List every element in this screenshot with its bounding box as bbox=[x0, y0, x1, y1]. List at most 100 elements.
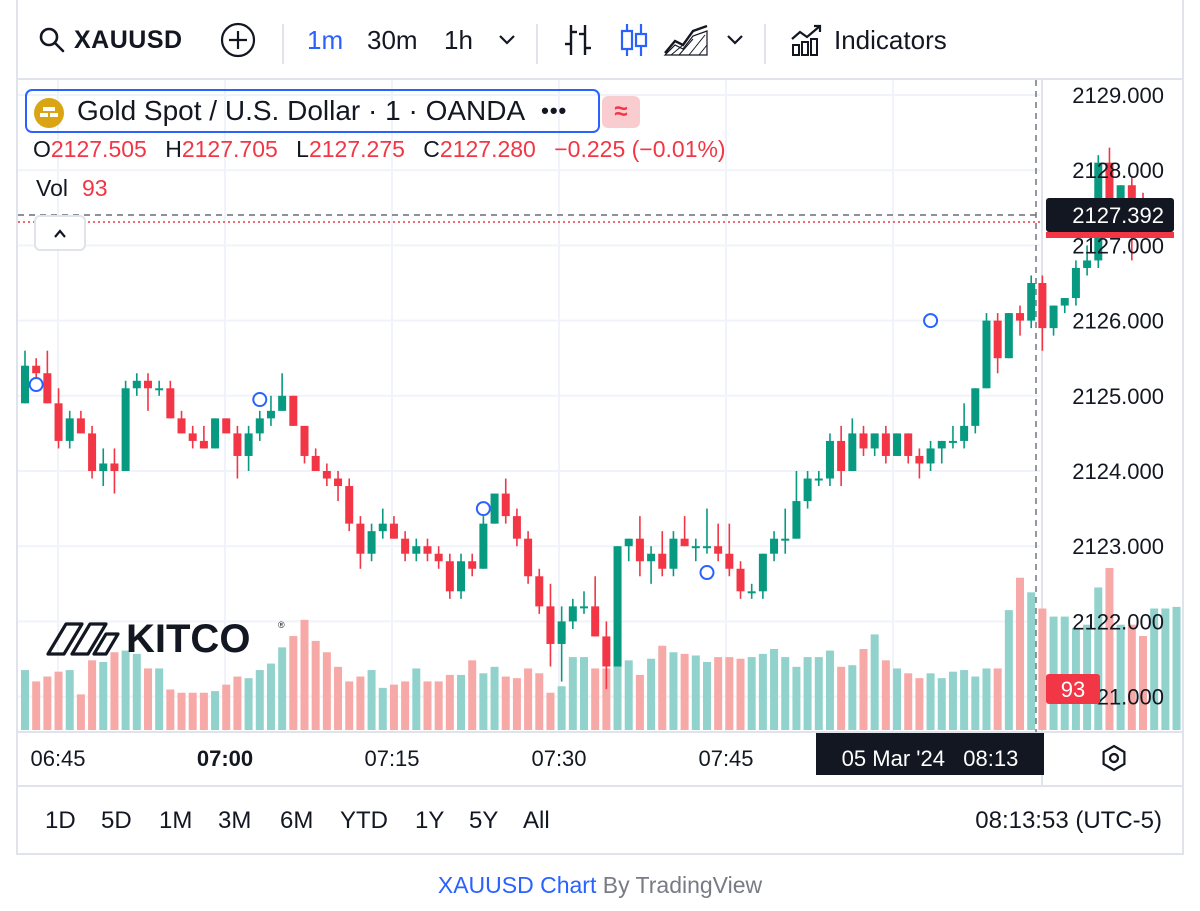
indicators-label: Indicators bbox=[834, 24, 947, 55]
candle-body bbox=[691, 546, 700, 549]
symbol-search[interactable]: XAUUSD bbox=[38, 0, 183, 80]
volume-bar bbox=[803, 657, 812, 730]
volume-bar bbox=[300, 619, 309, 730]
volume-bar bbox=[457, 674, 466, 730]
range-1y[interactable]: 1Y bbox=[415, 807, 445, 834]
interval-1m[interactable]: 1m bbox=[307, 0, 343, 80]
candle-style-button[interactable] bbox=[618, 0, 650, 80]
candle-body bbox=[345, 486, 354, 524]
candle-body bbox=[266, 410, 275, 419]
candle-body bbox=[255, 418, 264, 434]
toolbar-divider bbox=[536, 24, 538, 64]
area-style-icon bbox=[663, 24, 708, 56]
high-key: H bbox=[165, 136, 182, 162]
crosshair-time-badge bbox=[816, 733, 1044, 775]
interval-dropdown[interactable] bbox=[498, 0, 516, 80]
volume-bar bbox=[1060, 616, 1069, 730]
candle-body bbox=[546, 606, 555, 644]
candle-body bbox=[580, 606, 588, 609]
volume-bar bbox=[792, 666, 801, 730]
timezone-clock[interactable]: 08:13:53 (UTC-5) bbox=[975, 807, 1162, 834]
interval-label: 30m bbox=[367, 24, 418, 55]
candle-body bbox=[401, 538, 410, 554]
range-6m[interactable]: 6M bbox=[280, 807, 314, 834]
candle-body bbox=[591, 606, 600, 637]
candle-body bbox=[322, 471, 331, 479]
time-tick-label: 07:15 bbox=[364, 746, 419, 771]
volume-bar bbox=[1172, 606, 1181, 730]
collapse-legend-button[interactable] bbox=[34, 215, 86, 251]
add-symbol-button[interactable] bbox=[220, 0, 256, 80]
range-1d[interactable]: 1D bbox=[45, 807, 76, 834]
candle-body bbox=[1083, 260, 1092, 268]
event-marker bbox=[252, 392, 268, 408]
candle-body bbox=[88, 433, 97, 471]
volume-bar bbox=[143, 668, 152, 730]
candle-body bbox=[43, 373, 52, 404]
range-all[interactable]: All bbox=[523, 807, 550, 834]
candle-body bbox=[993, 320, 1002, 359]
candle-body bbox=[960, 425, 969, 441]
range-ytd[interactable]: YTD bbox=[340, 807, 388, 834]
svg-text:®: ® bbox=[278, 620, 285, 630]
chart-style-dropdown[interactable] bbox=[726, 0, 744, 80]
range-5y[interactable]: 5Y bbox=[469, 807, 499, 834]
volume-bar bbox=[770, 649, 779, 730]
price-tick-label: 2128.000 bbox=[1072, 158, 1164, 183]
more-options-icon[interactable]: ••• bbox=[541, 98, 568, 123]
volume-bar bbox=[99, 661, 108, 730]
candle-body bbox=[278, 395, 287, 411]
top-toolbar: XAUUSD 1m 30m 1h bbox=[18, 0, 1182, 80]
volume-bar bbox=[199, 692, 208, 730]
interval-label: 1h bbox=[444, 24, 473, 55]
legend-symbol-box[interactable]: Gold Spot / U.S. Dollar · 1 · OANDA ••• bbox=[25, 89, 600, 133]
settings-icon-hex bbox=[1102, 744, 1126, 772]
volume-bar bbox=[747, 657, 756, 730]
candle-body bbox=[445, 561, 454, 592]
interval-30m[interactable]: 30m bbox=[367, 0, 418, 80]
volume-bar bbox=[177, 692, 186, 730]
volume-bar bbox=[971, 676, 980, 730]
candle-body bbox=[468, 561, 477, 569]
approx-badge[interactable]: ≈ bbox=[602, 96, 640, 128]
attribution: XAUUSD Chart By TradingView bbox=[0, 872, 1200, 899]
symbol-name: XAUUSD bbox=[74, 25, 183, 54]
candle-body bbox=[658, 553, 667, 569]
volume-value: 93 bbox=[81, 175, 108, 201]
settings-icon[interactable] bbox=[1102, 744, 1126, 772]
volume-bar bbox=[602, 668, 611, 730]
time-axis: 06:45 07:00 07:15 07:30 07:45 05 Mar '24 08:1… bbox=[30, 733, 1126, 775]
candle-body bbox=[289, 395, 298, 426]
volume-legend: Vol 93 bbox=[36, 175, 108, 202]
volume-bar bbox=[501, 676, 510, 730]
indicators-button[interactable]: Indicators bbox=[790, 0, 947, 80]
volume-bar bbox=[535, 673, 544, 730]
range-1m[interactable]: 1M bbox=[159, 807, 193, 834]
widget-frame bbox=[16, 0, 1184, 855]
candle-body bbox=[1127, 185, 1136, 208]
crosshair-price-badge bbox=[1046, 198, 1174, 232]
chart-link[interactable]: XAUUSD Chart bbox=[437, 872, 597, 898]
candle-body bbox=[177, 418, 186, 434]
candle-body bbox=[814, 478, 823, 481]
volume-bar bbox=[110, 652, 119, 730]
area-style-button[interactable] bbox=[663, 0, 709, 80]
volume-bar bbox=[244, 678, 253, 730]
candle-body bbox=[971, 388, 980, 426]
interval-1h[interactable]: 1h bbox=[444, 0, 473, 80]
candle-body bbox=[702, 546, 711, 549]
svg-text:KITCO: KITCO bbox=[126, 617, 250, 661]
volume-bar bbox=[367, 670, 376, 730]
range-3m[interactable]: 3M bbox=[218, 807, 252, 834]
candle-body bbox=[54, 403, 63, 441]
volume-bar bbox=[434, 681, 443, 730]
candle-body bbox=[837, 440, 846, 471]
volume-bar bbox=[43, 676, 52, 730]
volume-bar bbox=[490, 666, 499, 730]
range-5d[interactable]: 5D bbox=[101, 807, 132, 834]
bar-style-button[interactable] bbox=[562, 0, 594, 80]
close-key: C bbox=[423, 136, 440, 162]
volume-bar bbox=[758, 653, 767, 730]
candle-body bbox=[1105, 162, 1114, 216]
